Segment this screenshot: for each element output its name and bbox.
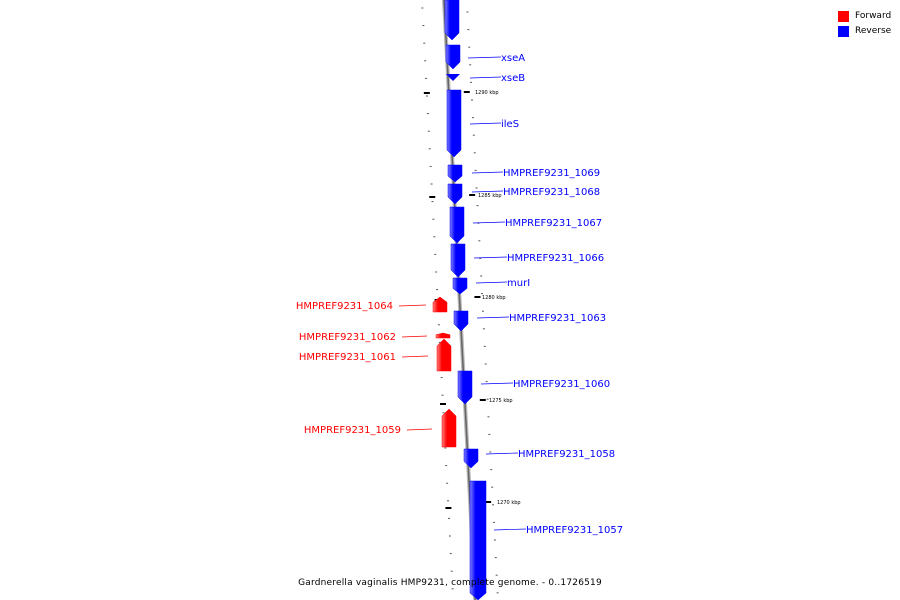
- gene-label-HMPREF9231_1064: HMPREF9231_1064: [296, 301, 393, 312]
- gene-arrow-murI: [452, 277, 468, 295]
- gene-arrow-HMPREF9231_1057: [469, 480, 487, 600]
- gene-label-HMPREF9231_1068: HMPREF9231_1068: [503, 187, 600, 198]
- tick-label: 1270 kbp: [497, 500, 521, 506]
- gene-label-HMPREF9231_1059: HMPREF9231_1059: [304, 425, 401, 436]
- gene-label-HMPREF9231_1069: HMPREF9231_1069: [503, 168, 600, 179]
- gene-leader-HMPREF9231_1063: [476, 316, 510, 319]
- tick-label: 1285 kbp: [478, 193, 502, 199]
- gene-arrow-HMPREF9231_1058: [463, 448, 479, 469]
- legend: Forward Reverse: [838, 9, 891, 39]
- gene-leader-HMPREF9231_1059: [406, 428, 433, 431]
- gene-label-ileS: ileS: [501, 119, 519, 130]
- gene-leader-HMPREF9231_1060: [480, 382, 514, 385]
- gene-arrow-ileS: [446, 89, 462, 158]
- legend-reverse-label: Reverse: [855, 26, 892, 36]
- gene-label-HMPREF9231_1063: HMPREF9231_1063: [509, 313, 606, 324]
- gene-leader-ileS: [469, 122, 502, 125]
- gene-leader-HMPREF9231_1069: [471, 171, 504, 174]
- gene-leader-HMPREF9231_1067: [472, 221, 506, 224]
- gene-label-xseB: xseB: [501, 73, 525, 84]
- gene-arrow-xseB: [445, 44, 461, 70]
- tick-label: 1275 kbp: [489, 398, 513, 404]
- forward-swatch: [838, 11, 849, 22]
- gene-leader-xseA: [467, 56, 502, 59]
- legend-reverse: Reverse: [838, 24, 891, 39]
- gene-label-xseA: xseA: [501, 53, 525, 64]
- reverse-swatch: [838, 26, 849, 37]
- gene-leader-HMPREF9231_1064: [398, 304, 427, 307]
- gene-label-HMPREF9231_1066: HMPREF9231_1066: [507, 253, 604, 264]
- gene-arrow-HMPREF9231_1066: [450, 243, 466, 278]
- gene-leader-HMPREF9231_1058: [485, 452, 519, 455]
- gene-arrow-HMPREF9231_1060: [457, 370, 473, 405]
- gene-arrow-xseB-tip: [446, 74, 460, 81]
- gene-arrow-HMPREF9231_1069: [447, 164, 463, 183]
- gene-leader-HMPREF9231_1062: [401, 335, 428, 338]
- tick-label: 1280 kbp: [482, 295, 506, 301]
- gene-label-HMPREF9231_1067: HMPREF9231_1067: [505, 218, 602, 229]
- gene-label-HMPREF9231_1060: HMPREF9231_1060: [513, 379, 610, 390]
- gene-arrow-HMPREF9231_1064: [432, 296, 448, 313]
- gene-label-HMPREF9231_1061: HMPREF9231_1061: [299, 352, 396, 363]
- gene-arrow-HMPREF9231_1061: [436, 338, 452, 372]
- gene-leader-HMPREF9231_1061: [401, 355, 429, 358]
- gene-label-HMPREF9231_1057: HMPREF9231_1057: [526, 525, 623, 536]
- gene-arrow-HMPREF9231_1063: [453, 310, 469, 332]
- gene-label-HMPREF9231_1062: HMPREF9231_1062: [299, 332, 396, 343]
- gene-leader-HMPREF9231_1066: [473, 256, 508, 259]
- legend-forward-label: Forward: [855, 11, 892, 21]
- gene-arrow-HMPREF9231_1067: [449, 206, 465, 244]
- gene-arrow-HMPREF9231_1062: [435, 332, 451, 339]
- gene-leader-xseB: [469, 76, 502, 79]
- genome-caption: Gardnerella vaginalis HMP9231, complete …: [298, 578, 602, 588]
- tick-label: 1290 kbp: [475, 90, 499, 96]
- gene-label-murI: murI: [507, 278, 530, 289]
- gene-leader-HMPREF9231_1057: [493, 528, 527, 531]
- gene-arrow-HMPREF9231_1068: [447, 183, 463, 205]
- gene-arrow-xseA: [444, 0, 460, 41]
- gene-leader-murI: [475, 281, 508, 284]
- legend-forward: Forward: [838, 9, 891, 24]
- gene-arrow-HMPREF9231_1059: [441, 408, 457, 448]
- gene-leader-HMPREF9231_1068: [471, 190, 504, 193]
- gene-label-HMPREF9231_1058: HMPREF9231_1058: [518, 449, 615, 460]
